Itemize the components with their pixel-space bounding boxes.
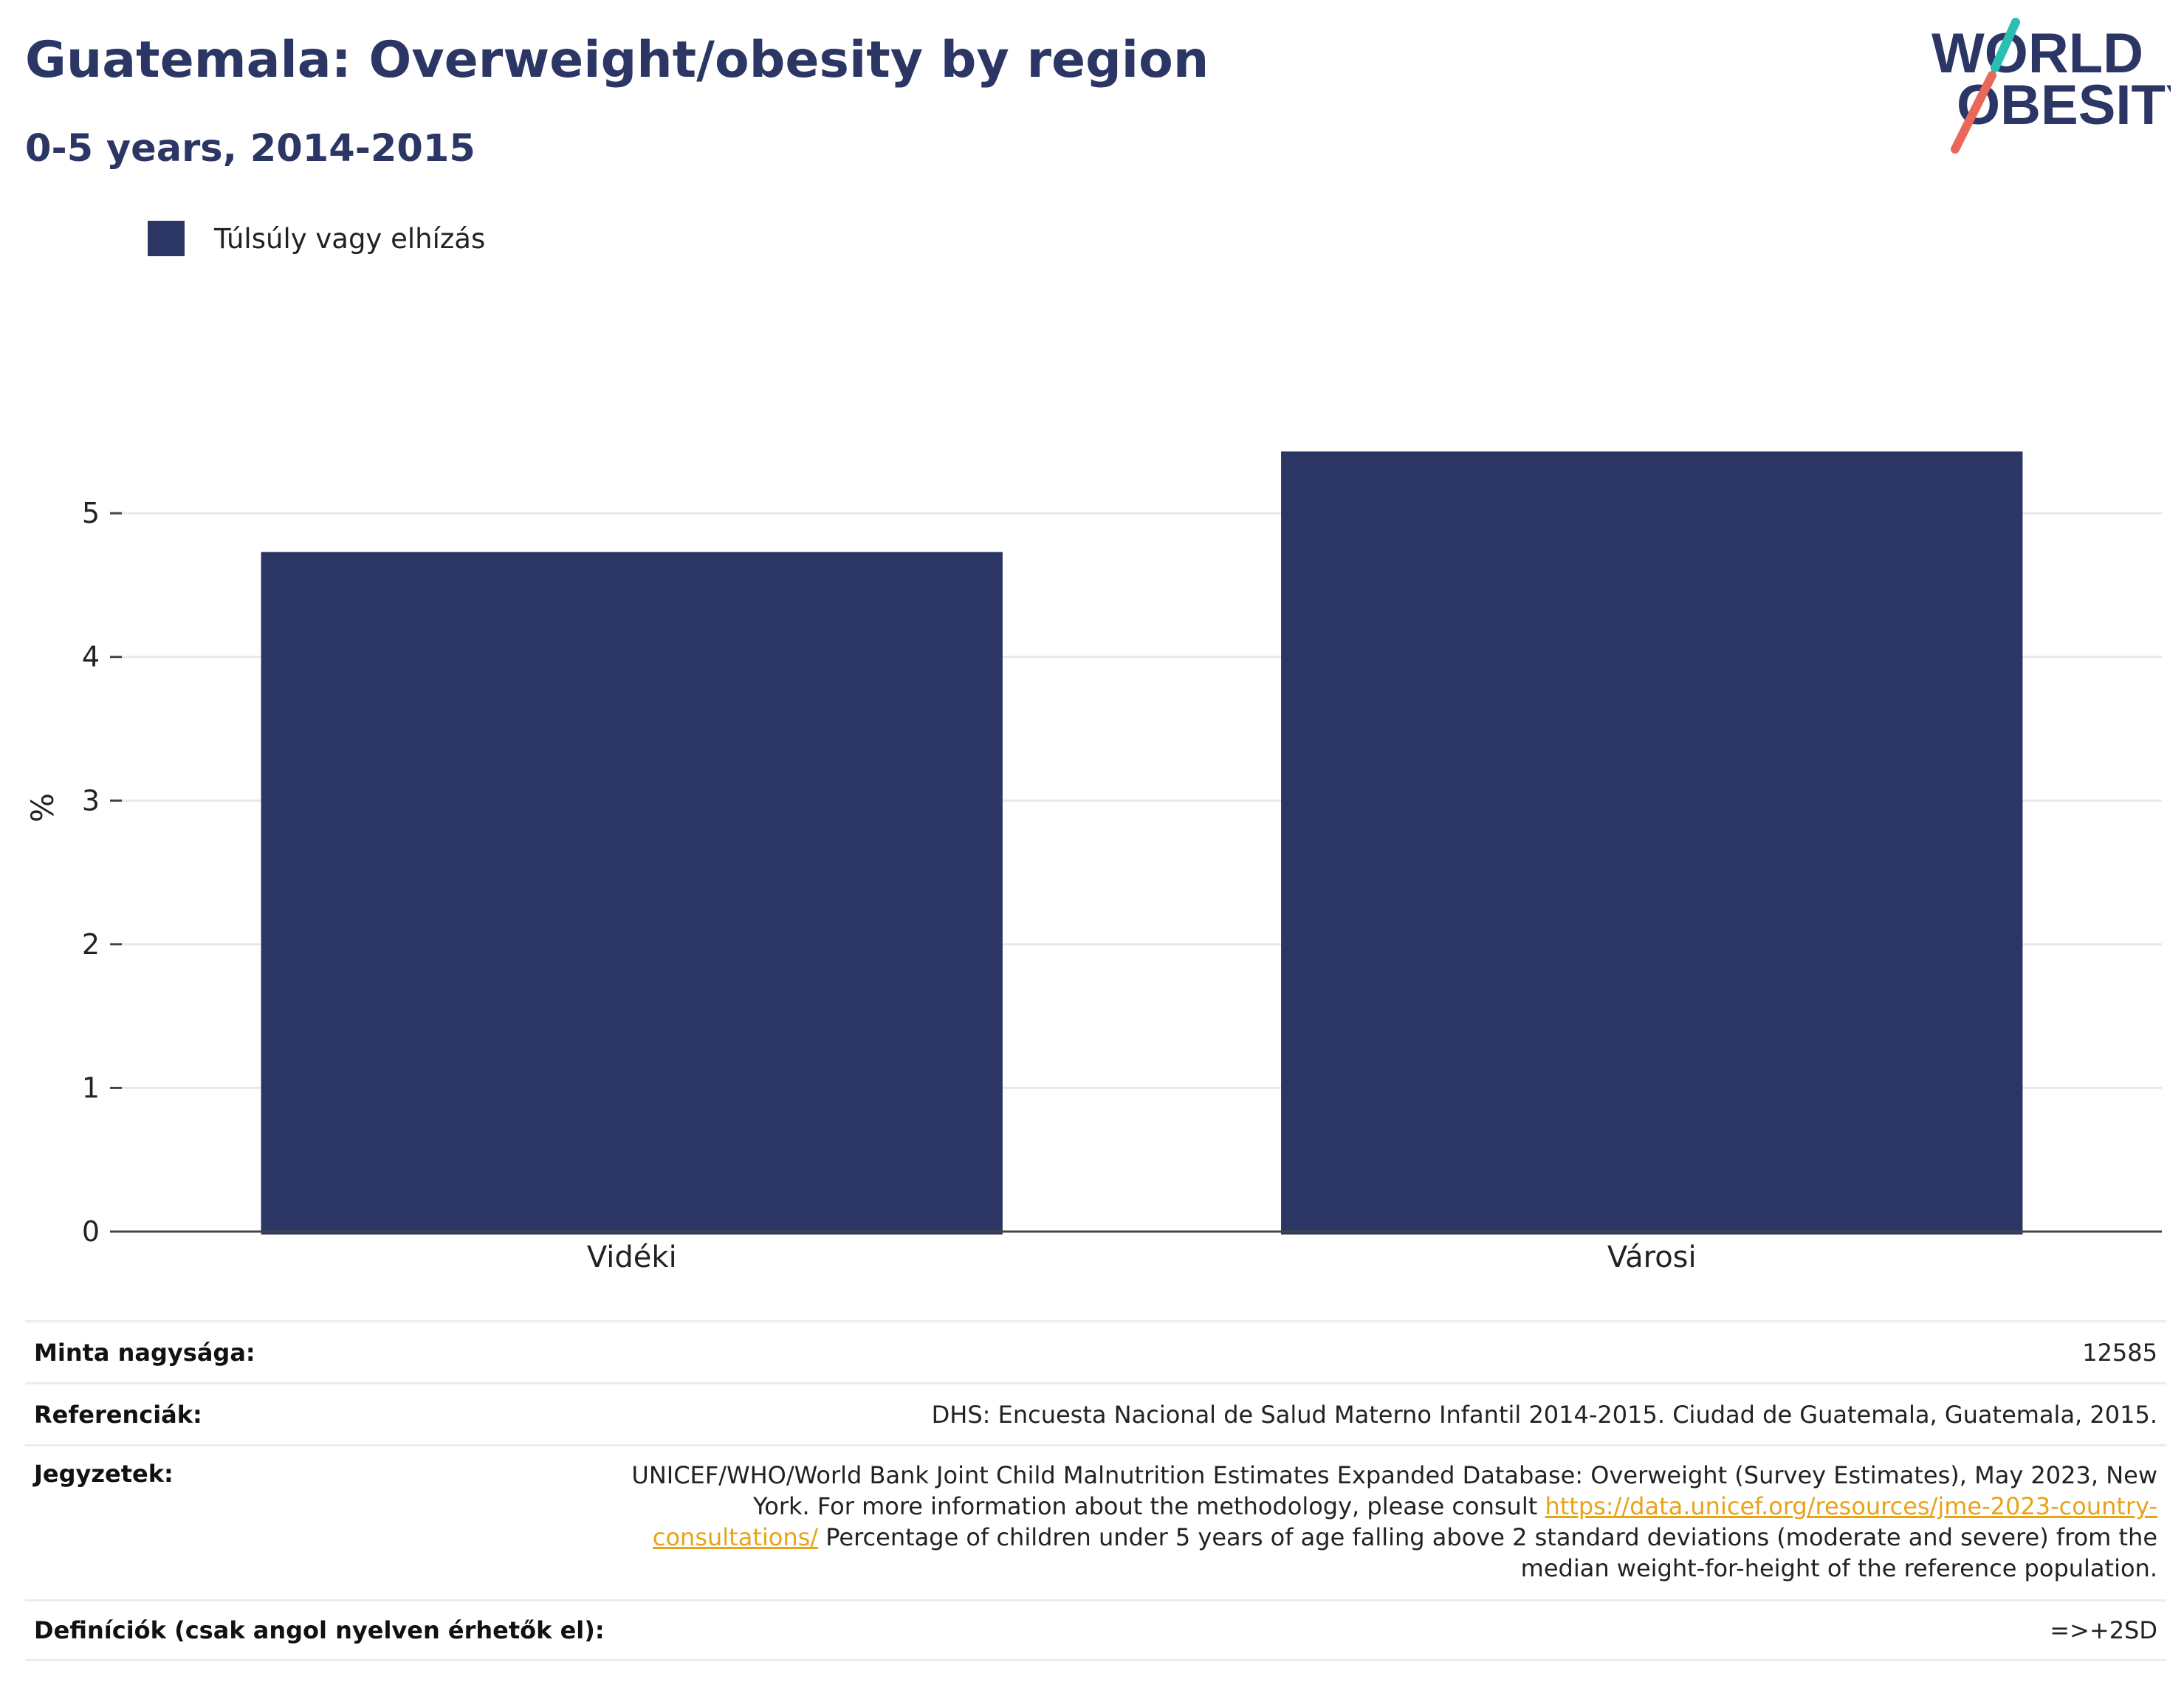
logo-slash-bottom: [1951, 71, 1996, 154]
logo-line-1: WORLD: [1931, 22, 2143, 85]
world-obesity-logo: WORLD OBESITY: [1931, 18, 2171, 154]
notes-link[interactable]: https://data.unicef.org/resources/jme-20…: [652, 1492, 2157, 1551]
y-tick-label: 0: [82, 1215, 100, 1248]
y-tick-label: 5: [82, 497, 100, 529]
y-tick-label: 4: [82, 641, 100, 673]
x-tick-label: Vidéki: [587, 1240, 677, 1274]
sample-size-label: Minta nagysága:: [34, 1338, 255, 1367]
definitions-label: Definíciók (csak angol nyelven érhetők e…: [34, 1616, 605, 1644]
y-axis-ticks: 0 1 2 3 4 5: [82, 497, 122, 1248]
notes-text-2: Percentage of children under 5 years of …: [818, 1523, 2157, 1582]
info-row-references: Referenciák: DHS: Encuesta Nacional de S…: [25, 1382, 2166, 1444]
chart-subtitle: 0-5 years, 2014-2015: [25, 127, 475, 171]
notes-value: UNICEF/WHO/World Bank Joint Child Malnut…: [592, 1460, 2166, 1584]
references-value: DHS: Encuesta Nacional de Salud Materno …: [931, 1400, 2157, 1429]
legend-swatch: [148, 221, 185, 256]
definitions-value: =>+2SD: [2050, 1616, 2157, 1644]
logo-slash-top: [1991, 18, 2020, 72]
bar-chart: 0 1 2 3 4 5 Vidéki Városi %: [24, 451, 2162, 1274]
y-tick-label: 3: [82, 784, 100, 817]
notes-label: Jegyzetek:: [34, 1460, 174, 1488]
references-label: Referenciák:: [34, 1400, 202, 1429]
legend: Túlsúly vagy elhízás: [148, 220, 485, 257]
y-tick-label: 2: [82, 928, 100, 961]
x-tick-label: Városi: [1607, 1240, 1697, 1274]
info-table: Minta nagysága: 12585 Referenciák: DHS: …: [25, 1320, 2166, 1661]
info-row-sample-size: Minta nagysága: 12585: [25, 1320, 2166, 1382]
y-tick-label: 1: [82, 1071, 100, 1104]
bar-0[interactable]: [261, 552, 1003, 1235]
y-axis-label: %: [24, 793, 61, 823]
bars: [261, 451, 2023, 1235]
chart-title: Guatemala: Overweight/obesity by region: [25, 31, 1209, 89]
bar-1[interactable]: [1281, 451, 2023, 1235]
notes-text-1: UNICEF/WHO/World Bank Joint Child Malnut…: [631, 1461, 2157, 1520]
sample-size-value: 12585: [2082, 1338, 2157, 1367]
legend-label: Túlsúly vagy elhízás: [214, 222, 486, 255]
info-row-notes: Jegyzetek: UNICEF/WHO/World Bank Joint C…: [25, 1444, 2166, 1599]
x-axis-ticks: Vidéki Városi: [587, 1240, 1697, 1274]
info-row-definitions: Definíciók (csak angol nyelven érhetők e…: [25, 1599, 2166, 1661]
